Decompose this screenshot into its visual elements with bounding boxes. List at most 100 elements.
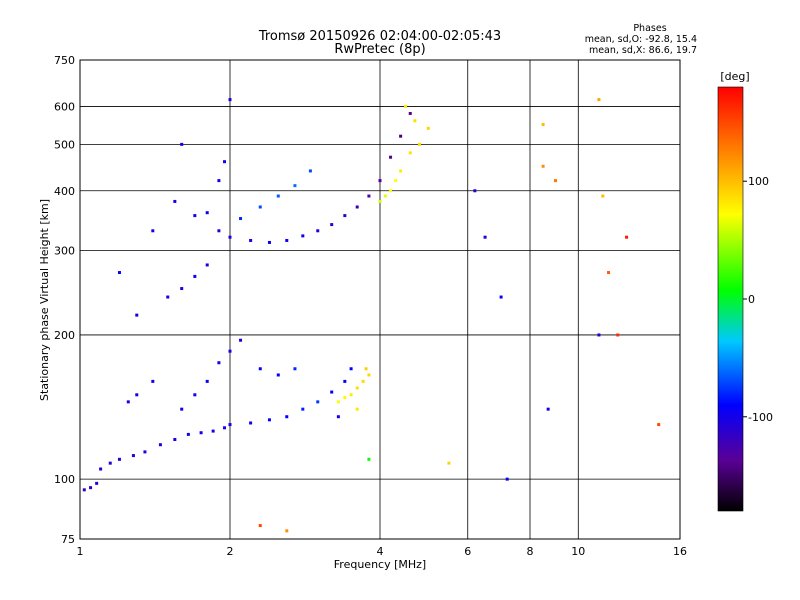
y-tick-label: 400 xyxy=(54,185,75,198)
echo-point xyxy=(597,333,601,337)
echo-point xyxy=(330,223,334,227)
echo-point xyxy=(99,467,103,471)
x-tick-label: 4 xyxy=(377,545,384,558)
phase-info-x-mode: mean, sd,X: 86.6, 19.7 xyxy=(589,45,697,56)
y-tick-label: 75 xyxy=(61,533,75,546)
colorbar: [deg] 100 0 -100 xyxy=(717,70,773,512)
echo-point xyxy=(336,400,340,404)
x-tick-label: 6 xyxy=(464,545,471,558)
echo-point xyxy=(408,111,412,115)
echo-point xyxy=(483,235,487,239)
echo-point xyxy=(301,407,305,411)
echo-point xyxy=(601,194,605,198)
echo-point xyxy=(364,367,368,371)
echo-point xyxy=(343,379,347,383)
echo-point xyxy=(199,431,203,435)
echo-point xyxy=(228,423,232,427)
echo-point xyxy=(378,179,382,183)
echo-point xyxy=(249,238,253,242)
echo-point xyxy=(399,169,403,173)
chart-title: Tromsø 20150926 02:04:00-02:05:43 xyxy=(258,29,501,44)
echo-point xyxy=(285,415,289,419)
echo-point xyxy=(276,194,280,198)
echo-point xyxy=(355,407,359,411)
echo-point xyxy=(205,263,209,267)
phase-info-o-mode: mean, sd,O: -92.8, 15.4 xyxy=(585,34,697,45)
echo-point xyxy=(108,461,112,465)
echo-point xyxy=(180,407,184,411)
echo-point xyxy=(378,199,382,203)
echo-point xyxy=(180,287,184,291)
y-axis-label: Stationary phase Virtual Height [km] xyxy=(38,199,51,401)
echo-point xyxy=(399,134,403,138)
echo-point xyxy=(367,373,371,377)
echo-point xyxy=(367,194,371,198)
echo-point xyxy=(228,98,232,102)
y-tick-label: 750 xyxy=(54,54,75,67)
echo-point xyxy=(343,396,347,400)
echo-point xyxy=(193,393,197,397)
echo-point xyxy=(316,400,320,404)
echo-point xyxy=(355,205,359,209)
echo-point xyxy=(228,349,232,353)
y-tick-label: 100 xyxy=(54,473,75,486)
echo-point xyxy=(193,274,197,278)
echo-point xyxy=(223,160,227,164)
echo-point xyxy=(173,438,177,442)
echo-point xyxy=(389,155,393,159)
echo-point xyxy=(316,229,320,233)
echo-point xyxy=(276,373,280,377)
echo-point xyxy=(285,238,289,242)
echo-point xyxy=(228,235,232,239)
echo-point xyxy=(117,457,121,461)
echo-point xyxy=(408,151,412,155)
echo-point xyxy=(336,415,340,419)
echo-point xyxy=(82,488,86,492)
echo-point xyxy=(330,390,334,394)
echo-point xyxy=(158,443,162,447)
x-tick-label: 2 xyxy=(227,545,234,558)
echo-point xyxy=(293,367,297,371)
echo-point xyxy=(447,461,451,465)
echo-point xyxy=(95,481,99,485)
echo-point xyxy=(239,217,243,221)
echo-point xyxy=(267,418,271,422)
echo-point xyxy=(131,454,135,458)
echo-point xyxy=(258,205,262,209)
echo-point xyxy=(193,214,197,218)
echo-point xyxy=(223,426,227,430)
y-tick-label: 600 xyxy=(54,100,75,113)
echo-point xyxy=(293,184,297,188)
echo-point xyxy=(426,126,430,130)
x-tick-label: 10 xyxy=(571,545,585,558)
echo-point xyxy=(166,295,170,299)
phase-info-heading: Phases xyxy=(633,23,666,34)
echo-point xyxy=(285,529,289,533)
echo-point xyxy=(217,361,221,365)
echo-point xyxy=(597,98,601,102)
echo-point xyxy=(239,338,243,342)
chart-subtitle: RwPretec (8p) xyxy=(334,42,425,57)
echo-point xyxy=(173,199,177,203)
echo-point xyxy=(413,119,417,123)
echo-point xyxy=(301,234,305,238)
echo-point xyxy=(499,295,503,299)
plot-frame xyxy=(79,59,681,540)
x-axis-label: Frequency [MHz] xyxy=(334,558,426,571)
echo-points xyxy=(82,98,661,533)
x-tick-label: 16 xyxy=(673,545,687,558)
echo-point xyxy=(417,142,421,146)
phase-info: Phases mean, sd,O: -92.8, 15.4 mean, sd,… xyxy=(585,23,697,56)
echo-point xyxy=(258,524,262,528)
x-tick-label: 8 xyxy=(527,545,534,558)
y-tick-label: 300 xyxy=(54,245,75,258)
echo-point xyxy=(394,179,398,183)
echo-point xyxy=(625,235,629,239)
echo-point xyxy=(143,450,147,454)
echo-point xyxy=(349,393,353,397)
echo-point xyxy=(217,179,221,183)
y-tick-labels: 75 100 200 300 400 500 600 750 xyxy=(54,54,75,546)
echo-point xyxy=(553,179,557,183)
echo-point xyxy=(205,379,209,383)
